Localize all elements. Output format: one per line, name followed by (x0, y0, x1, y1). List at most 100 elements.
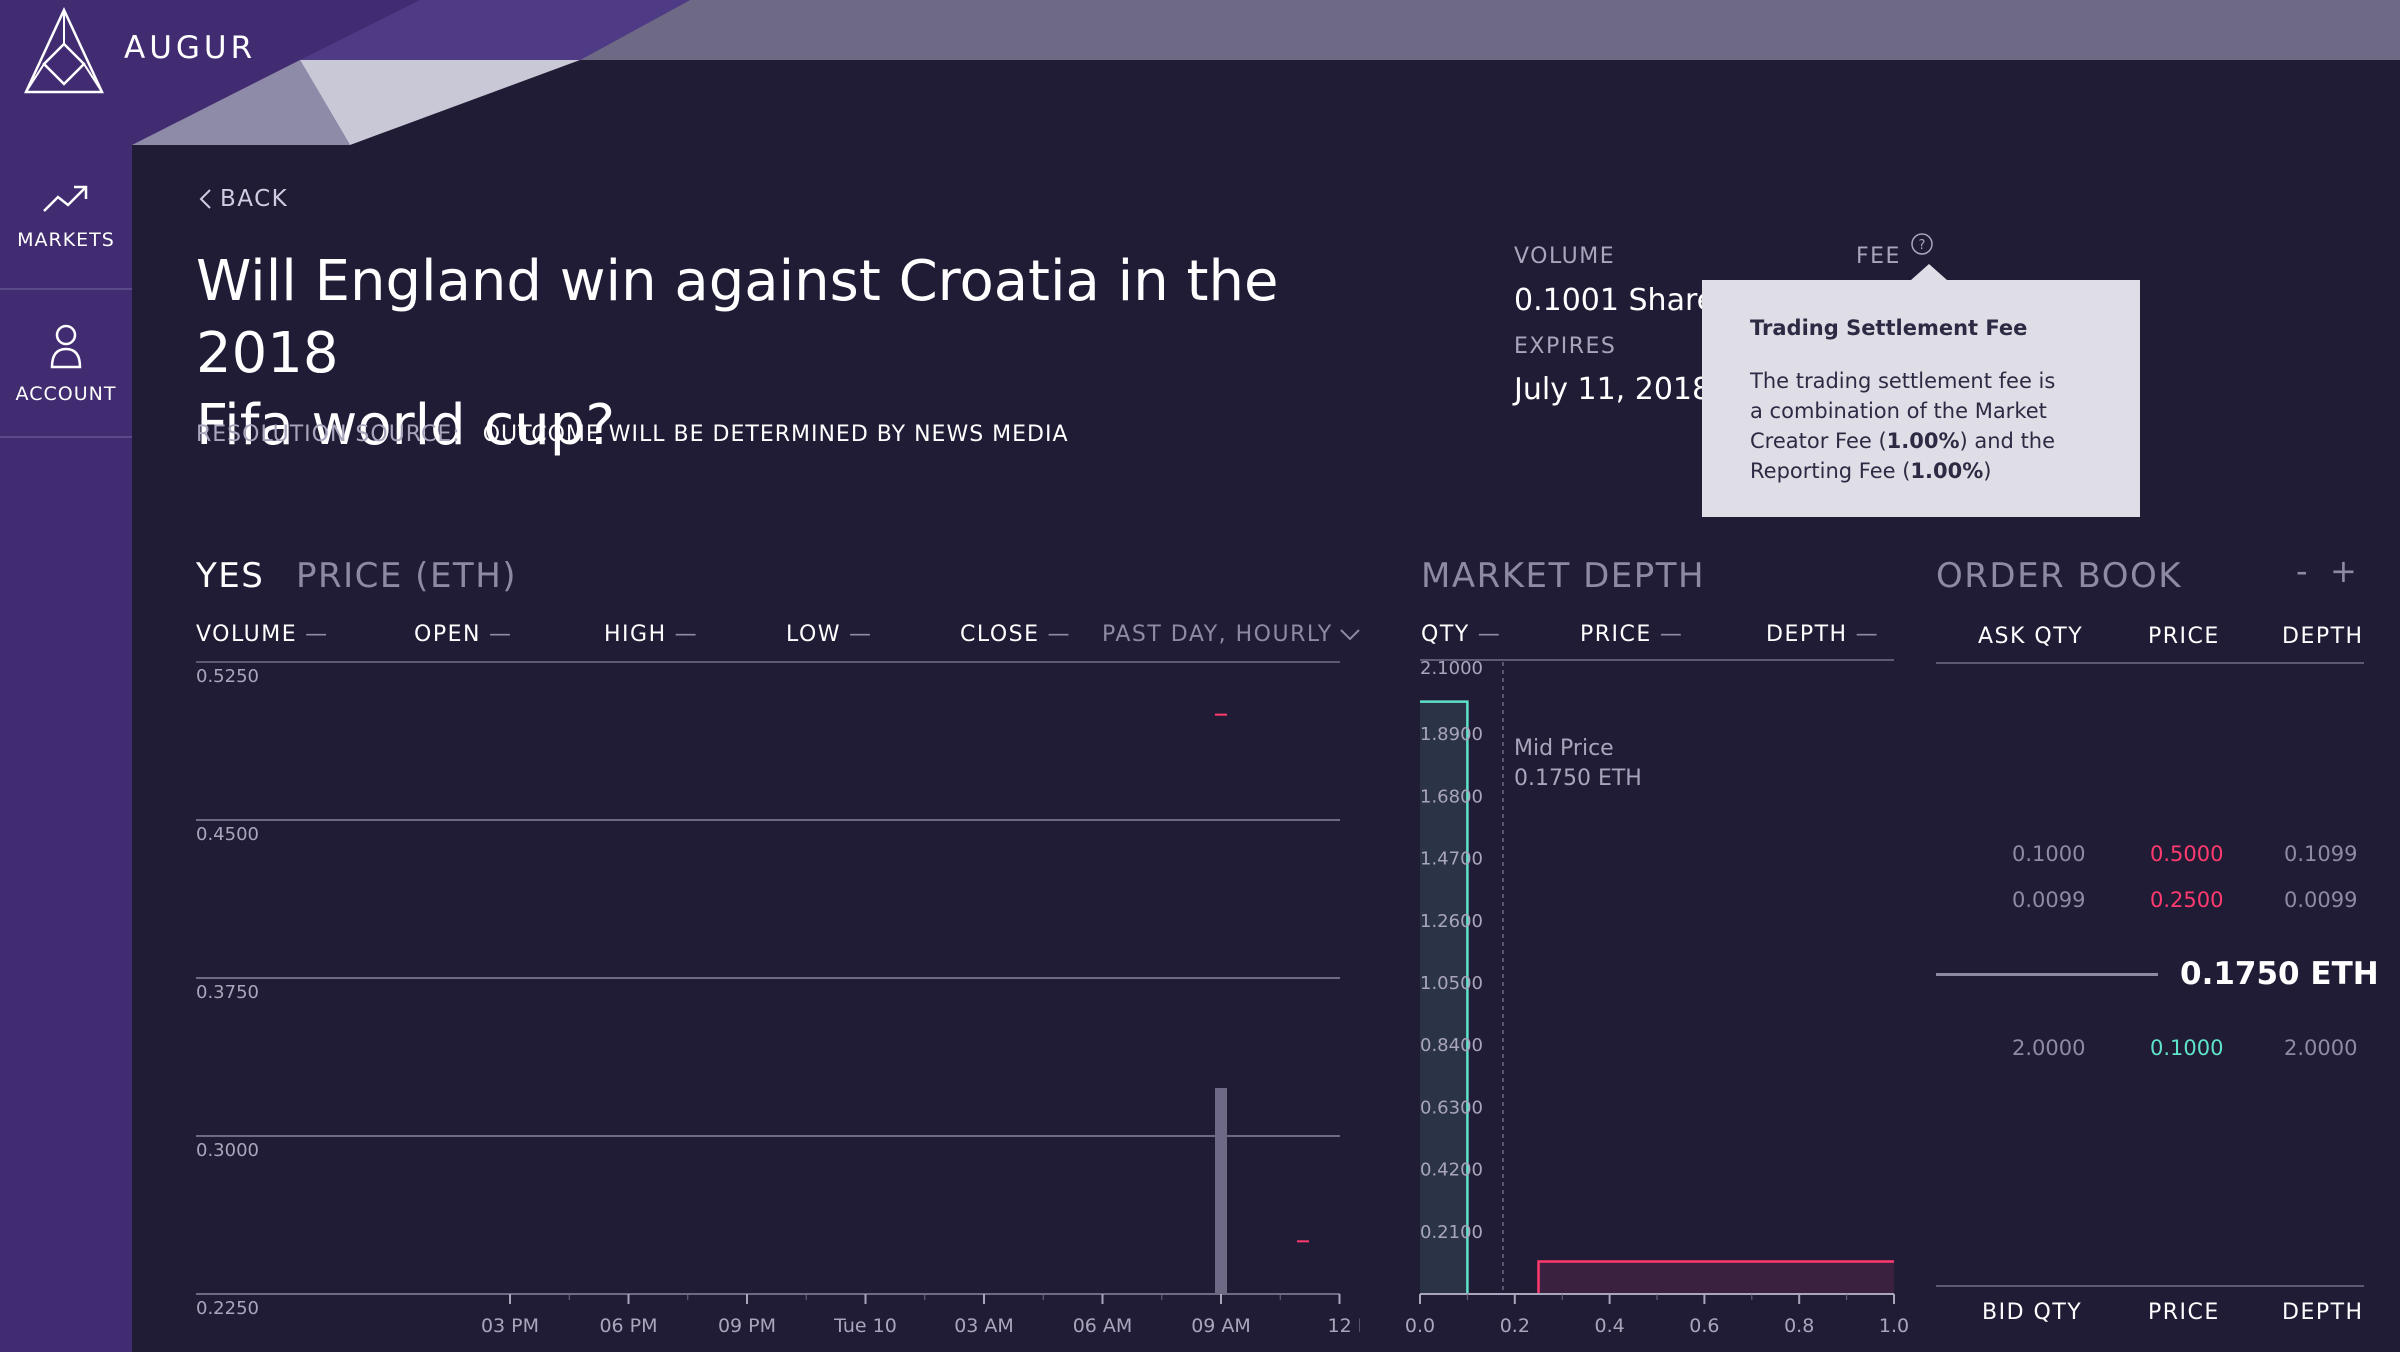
bid-price-header: PRICE (2148, 1300, 2220, 1325)
back-label: BACK (220, 186, 289, 212)
x-tick-label: Tue 10 (833, 1315, 897, 1337)
header-text: DEPTH (1766, 622, 1848, 647)
y-tick-label: 0.4200 (1420, 1160, 1483, 1181)
depth-qty-header: QTY — (1421, 622, 1501, 647)
header-text: QTY (1421, 622, 1470, 647)
volume-bar (1215, 1087, 1227, 1294)
y-tick-label: 1.6800 (1420, 786, 1483, 807)
header-text: HIGH (604, 622, 667, 647)
expires-value: July 11, 2018 (1514, 372, 1712, 407)
bid-price[interactable]: 0.1000 (2150, 1036, 2224, 1060)
header-text: CLOSE (960, 622, 1040, 647)
bid-depth-line (1420, 700, 1469, 1294)
ask-depth: 0.0099 (2284, 888, 2358, 912)
y-tick-label: 0.2100 (1420, 1222, 1483, 1243)
high-header: HIGH — (604, 622, 698, 647)
bid-depth-area (1420, 701, 1468, 1294)
resolution-source: RESOLUTION SOURCE: OUTCOME WILL BE DETER… (196, 422, 1069, 447)
x-tick-label: 0.0 (1405, 1315, 1435, 1337)
mid-price-value: 0.1750 ETH (1514, 766, 1642, 791)
header-value: — (305, 622, 329, 647)
header-text: VOLUME (196, 622, 298, 647)
ask-qty-header: ASK QTY (1978, 624, 2084, 649)
bid-row[interactable]: 2.0000 (2012, 1036, 2085, 1060)
volume-header: VOLUME — (196, 622, 329, 647)
x-tick-label: 03 AM (954, 1315, 1014, 1337)
bid-qty-header: BID QTY (1982, 1300, 2083, 1325)
ask-price-header: PRICE (2148, 624, 2220, 649)
tooltip-text: Reporting Fee ( (1750, 459, 1911, 483)
x-tick-label: 12 P (1328, 1315, 1361, 1337)
volume-label: VOLUME (1514, 244, 1616, 269)
user-icon (50, 324, 82, 369)
header-value: — (1855, 622, 1880, 647)
sidebar-item-label: ACCOUNT (15, 383, 117, 405)
x-tick-label: 09 PM (718, 1315, 776, 1337)
ask-row[interactable]: 0.0099 (2012, 888, 2085, 912)
augur-logo-icon[interactable] (22, 6, 106, 98)
x-tick-label: 0.4 (1594, 1315, 1624, 1337)
chevron-down-icon (1339, 628, 1360, 640)
x-tick-label: 0.6 (1689, 1315, 1719, 1337)
ask-depth-line (1537, 1260, 1894, 1294)
trending-up-icon (43, 185, 88, 212)
price-chart[interactable]: 0.5250 0.4500 0.3750 0.3000 0.2250 03 PM 06 PM… (180, 650, 1360, 1352)
header-text: OPEN (414, 622, 481, 647)
sidebar-item-label: MARKETS (17, 229, 115, 251)
x-tick-label: 06 AM (1073, 1315, 1133, 1337)
depth-depth-header: DEPTH — (1766, 622, 1879, 647)
ask-qty: 0.0099 (2012, 888, 2086, 912)
market-title-line: Will England win against Croatia in the … (196, 249, 1279, 386)
sidebar-item-markets[interactable]: MARKETS (0, 144, 132, 290)
tooltip-line: Creator Fee (1.00%) and the (1750, 426, 2092, 456)
creator-fee-value: 1.00% (1886, 429, 1960, 453)
ask-depth: 0.1099 (2284, 842, 2358, 866)
svg-text:?: ? (1919, 238, 1926, 253)
x-tick-label: 09 AM (1191, 1315, 1251, 1337)
order-book-title: ORDER BOOK (1936, 556, 2183, 596)
y-tick-label: 1.2600 (1420, 911, 1483, 932)
zoom-out-button[interactable]: - (2296, 552, 2308, 590)
x-tick-label: 03 PM (481, 1315, 539, 1337)
ask-price[interactable]: 0.5000 (2150, 842, 2224, 866)
depth-chart[interactable]: 2.1000 1.8900 1.6800 1.4700 1.2600 1.0500 0.84… (1400, 650, 1920, 1352)
y-tick-label: 0.8400 (1420, 1035, 1483, 1056)
reporting-fee-value: 1.00% (1910, 459, 1984, 483)
tooltip-line: The trading settlement fee is (1750, 369, 2056, 393)
y-tick-label: 0.5250 (196, 666, 259, 687)
ask-header-divider (1936, 662, 2364, 664)
question-circle-icon[interactable]: ? (1910, 232, 1934, 256)
y-tick-label: 1.8900 (1420, 724, 1483, 745)
tooltip-text: ) and the (1959, 429, 2056, 453)
mid-price-line (1936, 973, 2158, 976)
ask-price[interactable]: 0.2500 (2150, 888, 2224, 912)
x-tick-label: 1.0 (1879, 1315, 1909, 1337)
tooltip-line: Reporting Fee (1.00%) (1750, 456, 2092, 486)
zoom-in-button[interactable]: + (2330, 552, 2357, 590)
outcome-label: YES (196, 556, 265, 596)
sidebar-item-account[interactable]: ACCOUNT (0, 292, 132, 438)
mid-price-display: 0.1750 ETH (2180, 956, 2379, 992)
bid-depth-header: DEPTH (2282, 1300, 2364, 1325)
tooltip-text: ) (1983, 459, 1992, 483)
depth-price-header: PRICE — (1580, 622, 1683, 647)
header-value: — (674, 622, 699, 647)
y-tick-label: 0.6300 (1420, 1097, 1483, 1118)
price-chart-title: PRICE (ETH) (296, 556, 518, 596)
y-tick-label: 0.3750 (196, 982, 259, 1003)
range-selector[interactable]: PAST DAY, HOURLY (1102, 622, 1361, 647)
tooltip-line: a combination of the Market (1750, 399, 2047, 423)
x-tick-label: 0.2 (1500, 1315, 1530, 1337)
open-header: OPEN — (414, 622, 512, 647)
back-button[interactable]: BACK (198, 186, 288, 212)
close-header: CLOSE — (960, 622, 1071, 647)
volume-value: 0.1001 Shares (1514, 283, 1731, 318)
ask-depth-area (1538, 1261, 1894, 1294)
market-title-line: Fifa world cup? (196, 393, 616, 458)
fee-label: FEE (1856, 244, 1901, 269)
header-value: — (1659, 622, 1684, 647)
low-header: LOW — (786, 622, 873, 647)
resolution-label: RESOLUTION SOURCE: (196, 422, 461, 447)
ask-row[interactable]: 0.1000 (2012, 842, 2085, 866)
y-tick-label: 0.3000 (196, 1140, 259, 1161)
